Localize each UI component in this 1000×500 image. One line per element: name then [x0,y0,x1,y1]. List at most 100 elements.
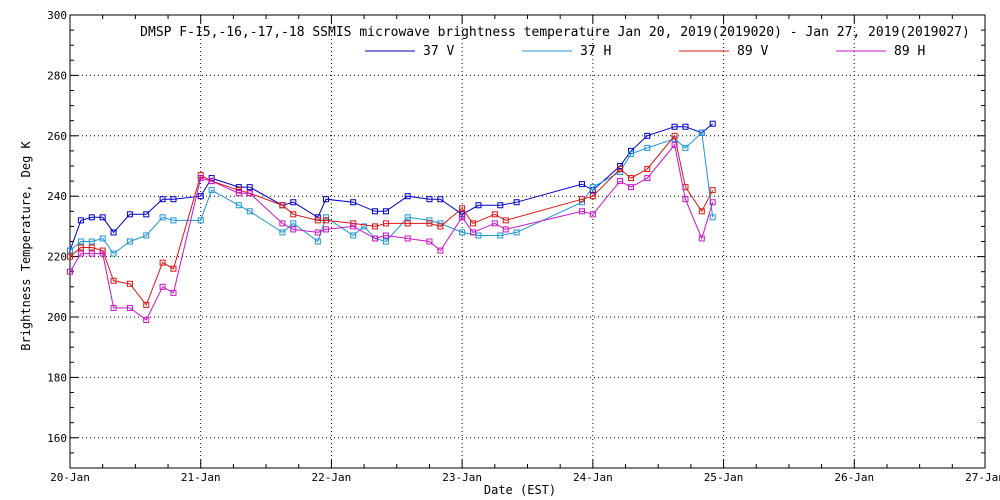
data-point-37h [143,232,150,239]
data-point-37v [644,132,651,139]
data-point-89v [589,193,596,200]
series-line-37h [69,131,714,255]
data-point-37v [159,196,166,203]
data-point-37v [290,199,297,206]
data-point-37v [235,184,242,191]
data-point-89h [290,226,297,233]
data-point-89h [99,250,106,257]
x-tick-label: 20-Jan [50,471,90,484]
x-tick-label: 27-Jan [965,471,1000,484]
data-point-89v [382,220,389,227]
data-point-37v [246,184,253,191]
data-point-37h [170,217,177,224]
data-point-89v [491,211,498,218]
data-point-89v [67,253,73,260]
data-point-37h [290,220,297,227]
data-point-37v [426,196,433,203]
data-point-37v [682,123,689,130]
y-tick-label: 160 [47,432,67,445]
data-point-89h [682,196,689,203]
data-point-37h [110,250,117,257]
data-point-89h [502,226,509,233]
data-point-89v [426,220,433,227]
data-point-89v [617,166,624,173]
data-point-89v [372,223,378,230]
x-axis-label: Date (EST) [484,483,556,497]
data-point-37v [578,181,585,188]
data-point-37v [170,196,177,203]
data-point-89h [426,238,433,245]
data-point-89h [143,317,150,324]
data-point-89h [404,235,411,242]
data-point-37v [709,120,716,127]
data-point-37v [99,214,106,221]
data-point-37h [589,184,596,191]
data-point-89v [290,211,297,218]
data-point-37h [159,214,166,221]
data-point-37h [88,238,95,245]
x-tick-label: 22-Jan [312,471,352,484]
data-point-37v [143,211,150,218]
legend-label-89h: 89 H [894,44,925,59]
data-point-89h [589,211,596,218]
data-point-37h [126,238,133,245]
data-point-89v [159,259,166,266]
data-point-89h [279,220,286,227]
data-point-89h [246,190,253,197]
data-point-89v [88,244,95,251]
data-point-89h [382,232,389,239]
data-point-89h [617,178,624,185]
data-point-89h [578,208,585,215]
data-point-89v [279,202,286,209]
data-point-89v [197,172,204,179]
data-point-89v [709,187,716,194]
data-point-89v [314,217,321,224]
y-tick-label: 220 [47,251,67,264]
data-point-37v [513,199,520,206]
data-point-89h [627,184,634,191]
data-point-89h [350,223,357,230]
data-point-89h [197,175,204,182]
legend-label-37h: 37 H [580,44,611,59]
data-point-37h [314,238,321,245]
data-point-37v [77,217,84,224]
data-point-89v [99,247,106,254]
data-point-89v [698,208,705,215]
series-line-89h [69,143,714,321]
axes: 20-Jan 21-Jan 22-Jan 23-Jan 24-Jan 25-Jan 26-J… [47,9,1000,484]
data-point-37h [382,238,389,245]
data-point-37h [426,217,433,224]
data-point-89h [159,283,166,290]
grid [70,15,985,468]
y-tick-label: 200 [47,311,67,324]
data-point-37h [698,129,705,136]
data-point-37h [322,214,329,221]
y-tick-label: 280 [47,69,67,82]
data-point-37v [322,196,329,203]
data-point-89v [502,217,509,224]
x-tick-label: 24-Jan [573,471,613,484]
data-point-89h [77,250,84,257]
y-tick-label: 180 [47,371,67,384]
data-point-37v [350,199,357,206]
data-point-37h [361,223,368,230]
data-point-37v [382,208,389,215]
x-tick-label: 25-Jan [704,471,744,484]
data-point-37h [475,232,482,239]
data-point-89v [437,223,444,230]
data-point-89h [208,178,215,185]
data-point-89v [110,277,117,284]
data-point-89v [470,220,477,227]
data-point-89v [350,220,357,227]
data-point-89h [709,199,716,206]
data-point-89v [170,265,177,272]
data-point-89h [491,220,498,227]
x-tick-label: 23-Jan [442,471,482,484]
data-point-37h [350,232,357,239]
data-point-37v [197,193,204,200]
data-point-89v [404,220,411,227]
data-point-89v [627,175,634,182]
data-point-37v [437,196,444,203]
data-point-37h [578,199,585,206]
